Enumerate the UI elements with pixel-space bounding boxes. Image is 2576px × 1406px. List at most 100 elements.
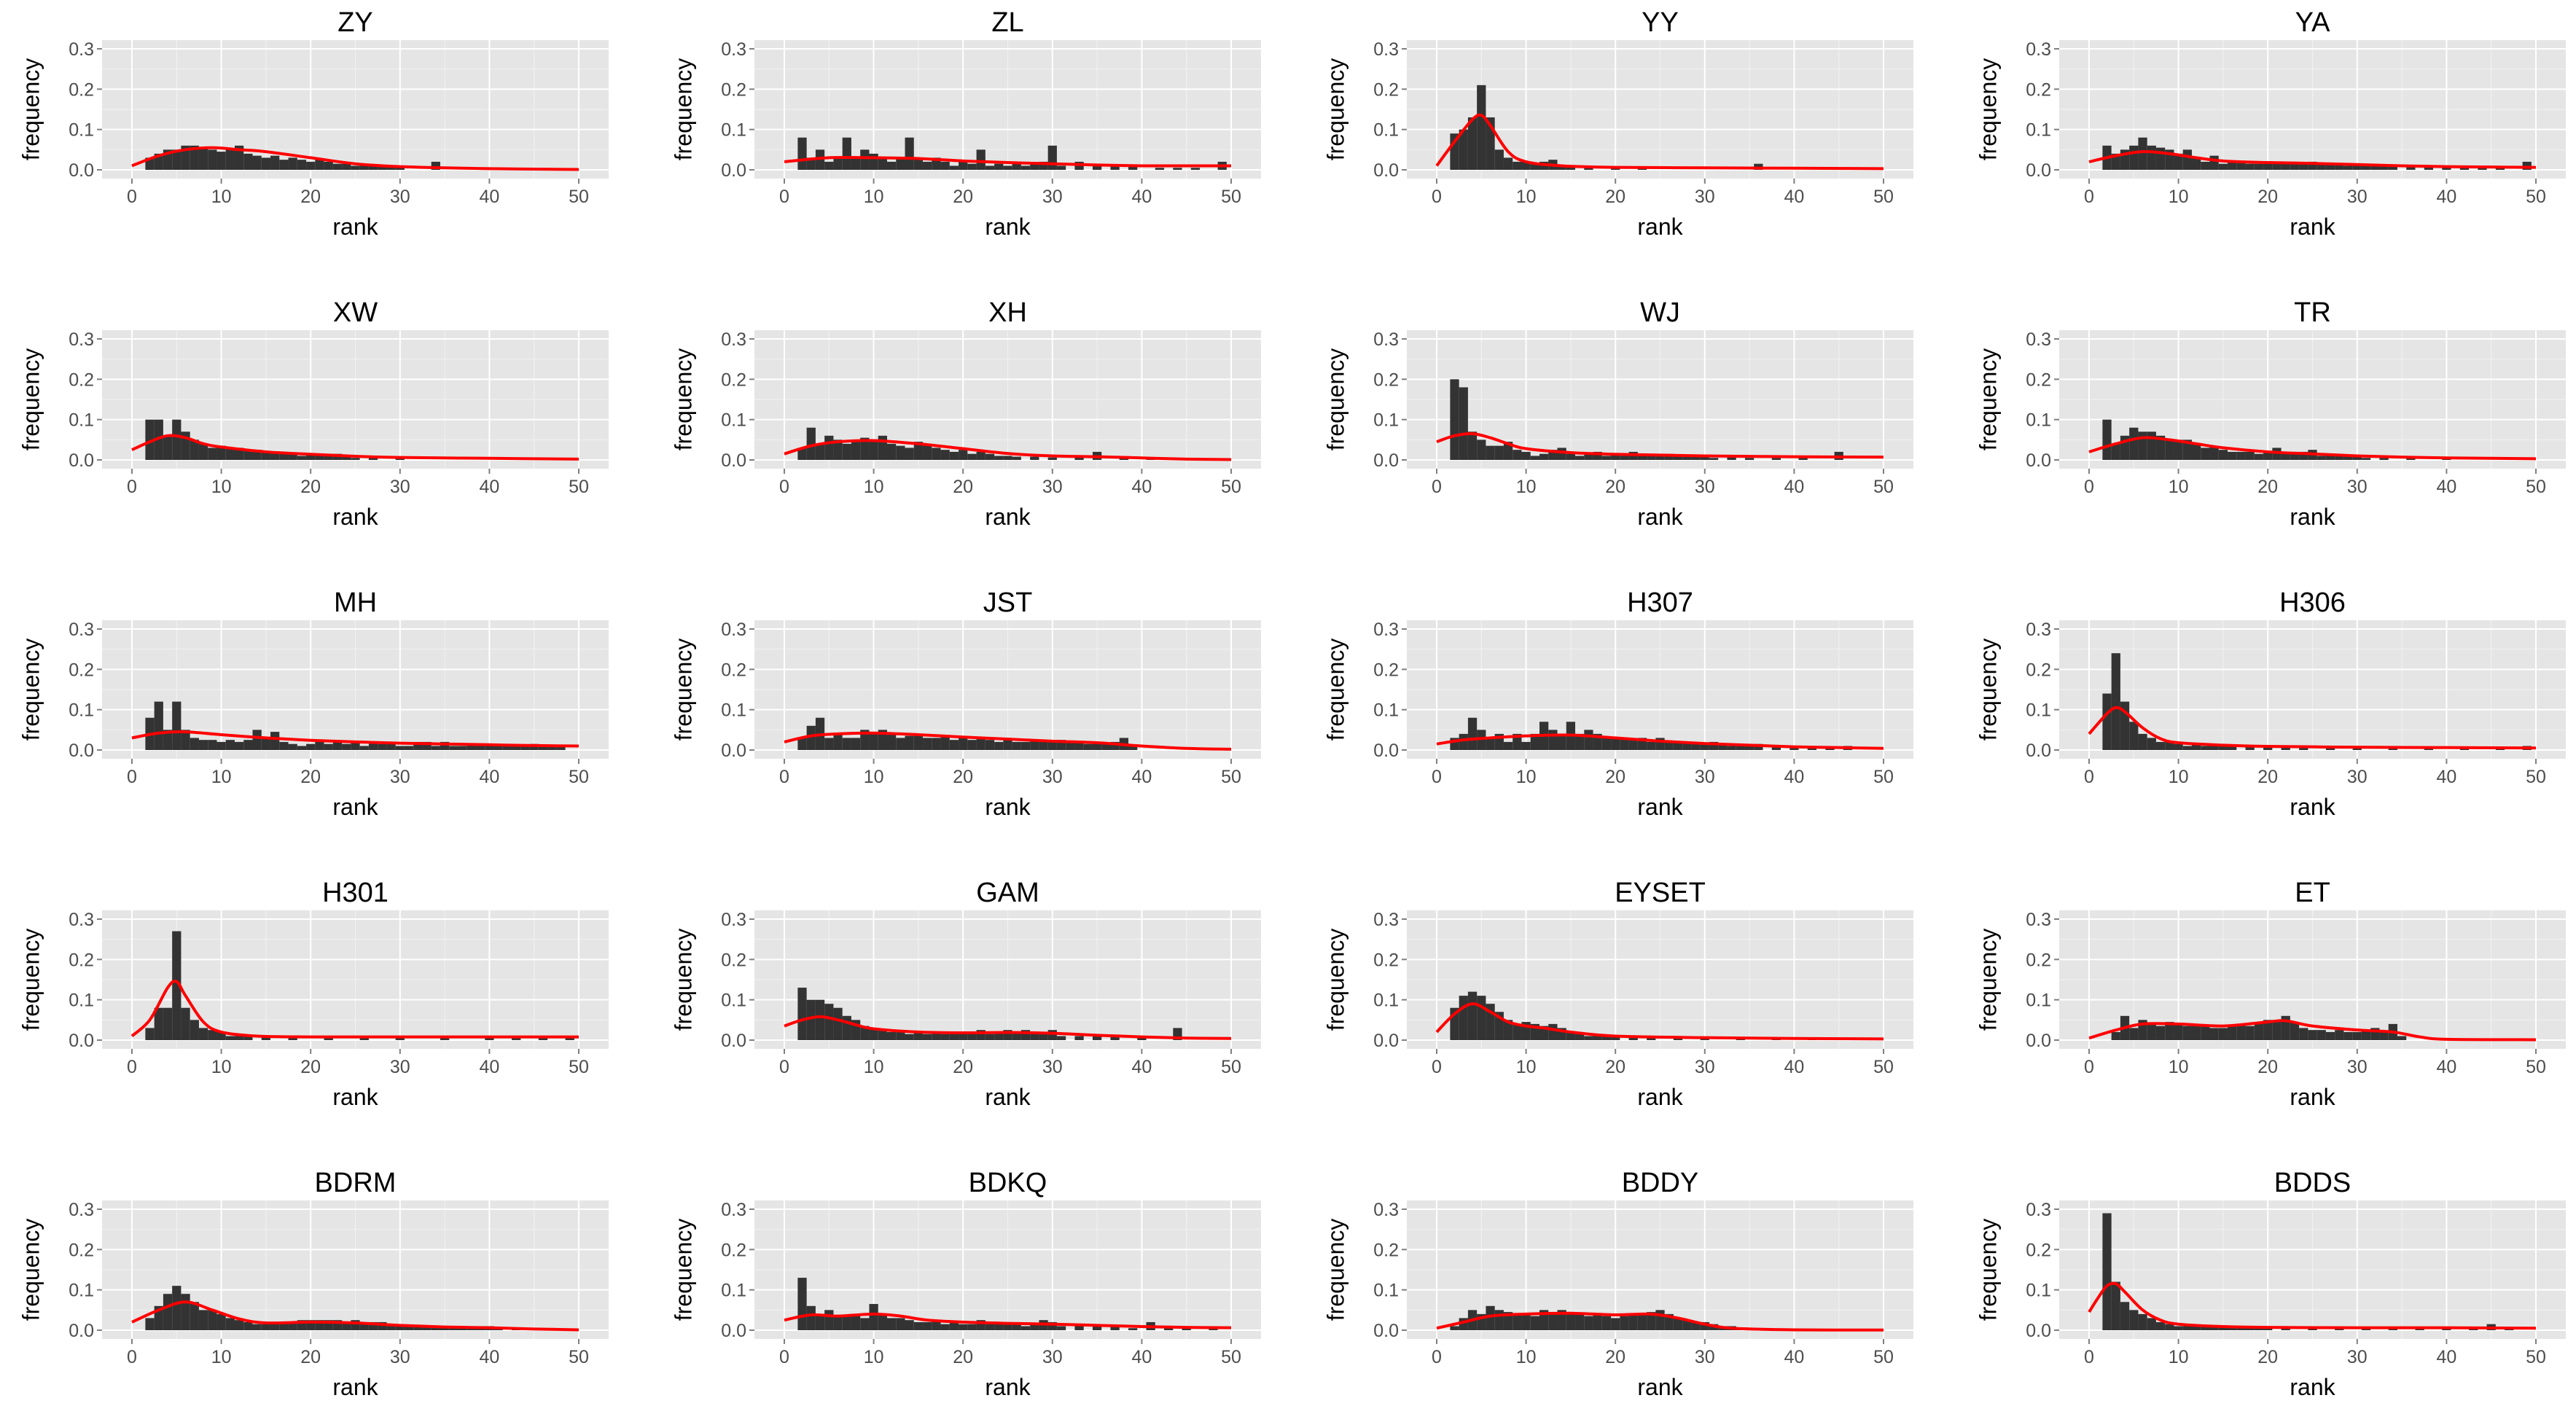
y-axis: 0.0 0.1 0.2 0.3 [721, 1200, 754, 1341]
panel-title: ZL [991, 7, 1023, 38]
histogram-bar [181, 730, 190, 750]
histogram-bar [2236, 451, 2246, 460]
histogram-bar [485, 746, 494, 750]
x-tick-label: 10 [211, 1057, 232, 1077]
y-tick-label: 0.3 [1373, 329, 1399, 350]
panel-title: BDDS [2274, 1168, 2351, 1198]
histogram-bar [1047, 741, 1057, 750]
histogram-bar [2129, 1310, 2139, 1330]
y-tick-label: 0.1 [1373, 700, 1399, 721]
histogram-bar [324, 743, 333, 750]
facet-bdkq: 0 10 20 30 40 50 0.0 0.1 0.2 0.3 BDKQ rank frequency [670, 1168, 1261, 1400]
x-axis-label: rank [985, 504, 1031, 530]
histogram-bar [967, 453, 977, 460]
histogram-bar [2379, 165, 2389, 170]
y-tick-label: 0.1 [721, 991, 746, 1011]
density-curve [784, 439, 1232, 461]
histogram-bar [2406, 458, 2416, 460]
histogram-bar [905, 448, 914, 460]
x-tick-label: 50 [1873, 1057, 1894, 1077]
histogram-bar [1700, 456, 1709, 460]
histogram-bar [190, 145, 199, 170]
x-tick-label: 10 [1516, 477, 1537, 497]
histogram-bar [905, 1320, 914, 1330]
histogram-bar [1727, 746, 1736, 750]
histogram-bar [315, 741, 324, 750]
y-tick-label: 0.2 [2026, 1240, 2051, 1260]
x-tick-label: 50 [1221, 767, 1241, 787]
histogram-bar [2379, 458, 2389, 460]
histogram-bar [342, 743, 351, 750]
x-axis-label: rank [2290, 214, 2335, 240]
histogram-bar [234, 1036, 244, 1040]
histogram-bar [198, 1028, 208, 1040]
histogram-bar [1566, 1031, 1576, 1040]
histogram-bar [1736, 743, 1745, 750]
panel-title: JST [983, 587, 1033, 618]
x-tick-label: 30 [390, 187, 410, 207]
histogram-bar [422, 741, 432, 750]
histogram-bar [1691, 743, 1701, 750]
y-axis-label: frequency [1322, 929, 1349, 1031]
y-tick-label: 0.1 [721, 1281, 746, 1301]
histogram-bar [1539, 1310, 1549, 1330]
x-tick-label: 20 [953, 187, 973, 207]
grid-minor [1407, 330, 1913, 469]
x-tick-label: 40 [2436, 1347, 2456, 1367]
facet-eyset: 0 10 20 30 40 50 0.0 0.1 0.2 0.3 EYSET rank frequenc… [1322, 878, 1913, 1110]
histogram-bar [342, 456, 351, 460]
histogram-bar [2388, 165, 2397, 170]
histogram-bar [1709, 458, 1719, 460]
histogram-bar [2281, 163, 2290, 170]
y-tick-label: 0.0 [2026, 741, 2051, 761]
histogram-bar [404, 1326, 414, 1330]
histogram-bar [2182, 1026, 2192, 1040]
histogram-bar [225, 149, 235, 170]
x-tick-label: 40 [1784, 1347, 1804, 1367]
histogram-bar [208, 740, 217, 750]
histogram-bar [1110, 741, 1120, 750]
y-tick-label: 0.2 [1373, 950, 1399, 970]
histogram-bar [869, 1304, 878, 1330]
histogram-bar [842, 443, 851, 460]
y-tick-label: 0.0 [1373, 160, 1399, 181]
histogram-bar [1566, 453, 1576, 460]
histogram-bar [994, 163, 1004, 170]
histogram-bar [279, 741, 289, 750]
histogram-bar [851, 1313, 861, 1330]
histogram-bar [181, 1007, 190, 1040]
y-axis-label: frequency [17, 58, 44, 161]
y-axis-label: frequency [1975, 1219, 2001, 1321]
y-tick-label: 0.1 [69, 1281, 94, 1301]
x-tick-label: 20 [2257, 1347, 2278, 1367]
histogram-bar [1530, 163, 1539, 170]
x-tick-label: 10 [864, 1057, 884, 1077]
histogram-bar [1039, 1034, 1048, 1040]
y-tick-label: 0.1 [69, 410, 94, 431]
histogram-bar [2335, 456, 2344, 460]
histogram-bar [886, 161, 897, 170]
histogram-bar [1513, 450, 1522, 460]
x-tick-label: 40 [1784, 477, 1804, 497]
histogram-bar [163, 1007, 173, 1040]
histogram-bar [1601, 1036, 1612, 1040]
histogram-bar [2281, 1328, 2290, 1330]
histogram-bar [234, 1320, 244, 1330]
y-tick-label: 0.1 [721, 120, 746, 141]
histogram-bar [2147, 738, 2156, 750]
histogram-bar [1655, 456, 1665, 460]
histogram-bar [145, 1318, 155, 1330]
histogram-bar [431, 161, 440, 170]
facet-ya: 0 10 20 30 40 50 0.0 0.1 0.2 0.3 YA rank frequency [1975, 7, 2566, 240]
histogram-bar [297, 160, 307, 170]
histogram-bars [2102, 137, 2532, 170]
histogram-bar [860, 149, 870, 170]
x-tick-label: 30 [2347, 477, 2368, 497]
histogram-bar [1709, 741, 1719, 750]
histogram-bar [2343, 1031, 2353, 1040]
histogram-bar [431, 746, 440, 750]
histogram-bar [1092, 165, 1102, 170]
y-tick-label: 0.3 [721, 1200, 746, 1220]
x-tick-label: 30 [1042, 187, 1063, 207]
histogram-bar [1513, 1313, 1522, 1330]
